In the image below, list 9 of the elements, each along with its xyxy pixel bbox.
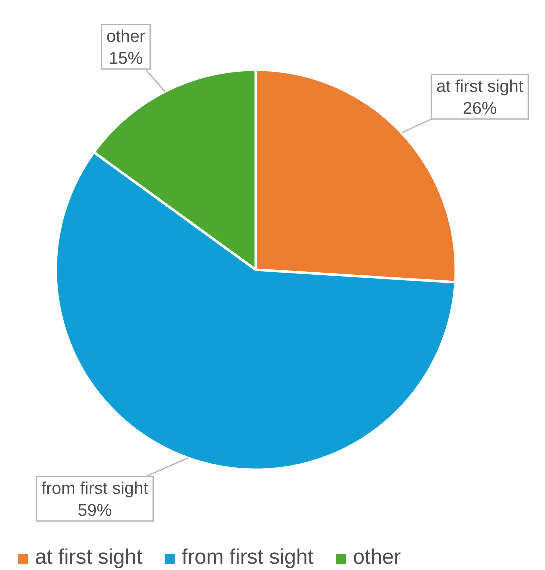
legend-label: at first sight [36,548,142,568]
legend-label: from first sight [182,548,314,568]
data-label: 59% [78,504,112,516]
legend-label: other [354,548,401,564]
data-label: 26% [464,102,496,114]
slice-label: other [107,30,146,42]
data-label: 15% [110,52,142,64]
slice-label: from first sight [42,482,148,498]
slice-label: at first sight [437,80,524,96]
